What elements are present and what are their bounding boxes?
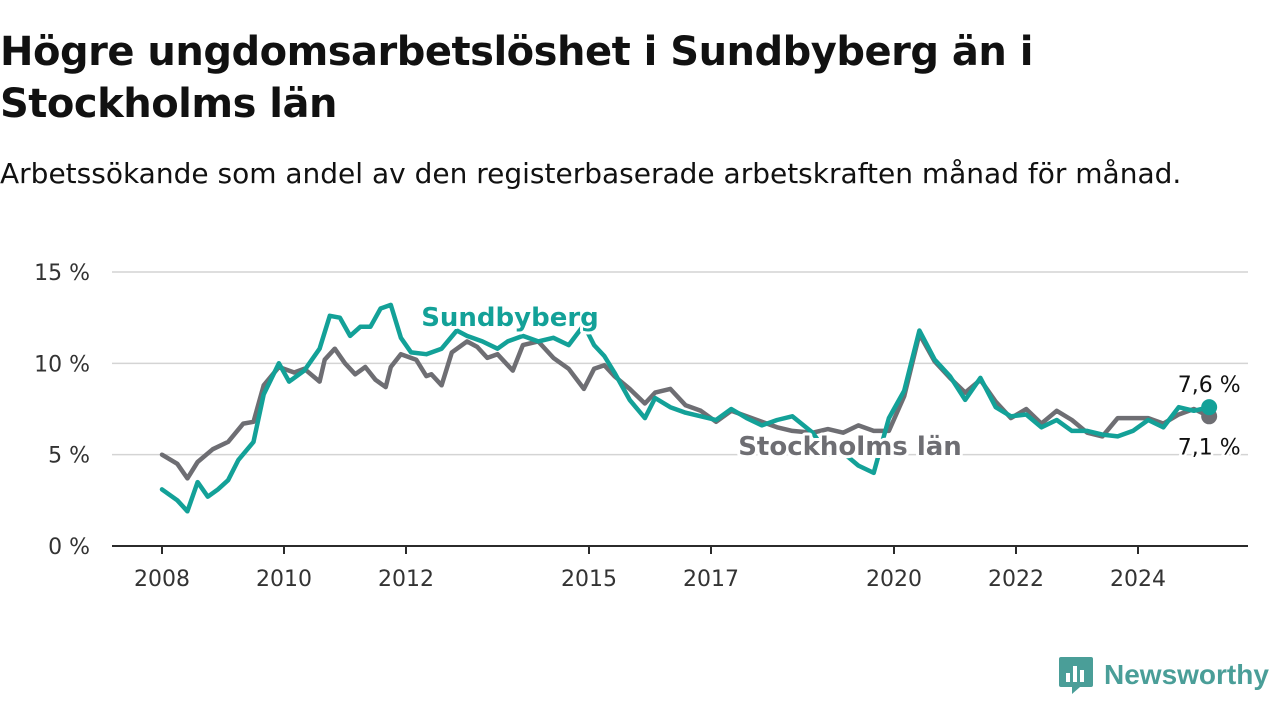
series-labels: Stockholms län 7,1 % Sundbyberg 7,6 %: [418, 300, 1243, 465]
grid-lines: [112, 271, 1248, 456]
chart-subtitle: Arbetssökande som andel av den registerb…: [0, 157, 1182, 190]
x-tick-label: 2020: [866, 567, 922, 592]
x-tick-label: 2024: [1110, 567, 1166, 592]
y-tick-label: 0 %: [48, 535, 90, 560]
y-axis-ticks: 0 % 5 % 10 % 15 %: [34, 261, 90, 560]
x-tick-label: 2017: [683, 567, 739, 592]
end-value-label-stockholms-l-n: 7,1 %: [1178, 435, 1241, 460]
series-label-sundbyberg: Sundbyberg: [421, 303, 599, 333]
series-line-sundbyberg: [159, 302, 1212, 514]
y-tick-label: 15 %: [34, 261, 90, 286]
series-line-stockholms-l-n: [159, 331, 1212, 481]
x-tick-label: 2015: [561, 567, 617, 592]
x-tick-label: 2010: [256, 567, 312, 592]
x-tick-label: 2022: [988, 567, 1044, 592]
end-value-label-sundbyberg: 7,6 %: [1178, 373, 1241, 398]
newsworthy-logo: Newsworthy: [1058, 655, 1269, 695]
series-label-stockholms-l-n: Stockholms län: [738, 432, 962, 462]
newsworthy-logo-icon: [1059, 657, 1093, 694]
y-tick-label: 10 %: [34, 352, 90, 377]
chart-title: Högre ungdomsarbetslöshet i Sundbyberg ä…: [0, 29, 1034, 127]
endpoint-marker-sundbyberg: [1201, 399, 1218, 416]
x-tick-label: 2012: [378, 567, 434, 592]
x-axis: 2008 2010 2012 2015 2017 2020 2022 2024: [112, 545, 1248, 592]
brand-name: Newsworthy: [1104, 659, 1269, 690]
series-lines: [159, 302, 1218, 514]
line-chart: 0 %5 %10 %15 % 2008 2010 2012 2015 2017 2020 2…: [34, 261, 1248, 592]
x-tick-label: 2008: [134, 567, 190, 592]
y-tick-label: 5 %: [48, 444, 90, 469]
